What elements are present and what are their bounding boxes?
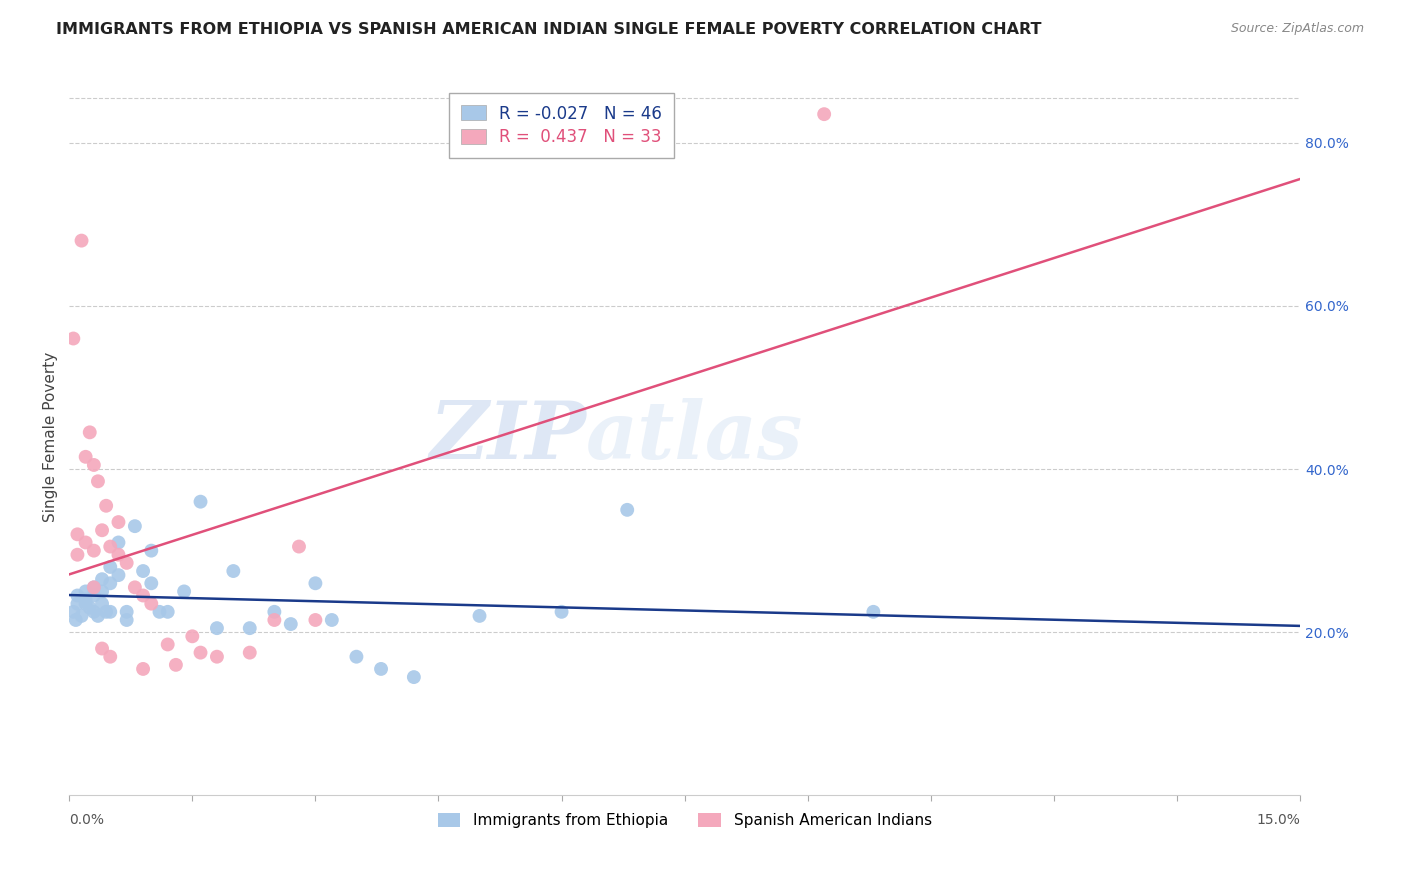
- Point: [91, 584, 114, 599]
- Point: [132, 662, 155, 676]
- Point: [402, 670, 425, 684]
- Point: [346, 649, 368, 664]
- Point: [304, 576, 326, 591]
- Point: [115, 613, 138, 627]
- Text: IMMIGRANTS FROM ETHIOPIA VS SPANISH AMERICAN INDIAN SINGLE FEMALE POVERTY CORREL: IMMIGRANTS FROM ETHIOPIA VS SPANISH AMER…: [56, 22, 1042, 37]
- Point: [66, 527, 89, 541]
- Point: [124, 519, 146, 533]
- Point: [91, 572, 114, 586]
- Point: [75, 597, 97, 611]
- Point: [62, 332, 84, 346]
- Point: [87, 608, 110, 623]
- Point: [148, 605, 170, 619]
- Text: ZIP: ZIP: [429, 398, 586, 475]
- Point: [862, 605, 884, 619]
- Point: [70, 234, 93, 248]
- Point: [190, 494, 212, 508]
- Point: [66, 548, 89, 562]
- Point: [141, 597, 163, 611]
- Point: [79, 600, 101, 615]
- Point: [83, 605, 105, 619]
- Point: [98, 540, 121, 554]
- Point: [813, 107, 835, 121]
- Point: [83, 580, 105, 594]
- Y-axis label: Single Female Poverty: Single Female Poverty: [44, 351, 58, 522]
- Point: [304, 613, 326, 627]
- Point: [96, 605, 118, 619]
- Point: [468, 608, 491, 623]
- Point: [66, 597, 89, 611]
- Point: [75, 592, 97, 607]
- Point: [75, 450, 97, 464]
- Point: [83, 589, 105, 603]
- Point: [107, 548, 129, 562]
- Point: [83, 543, 105, 558]
- Point: [107, 515, 129, 529]
- Legend: Immigrants from Ethiopia, Spanish American Indians: Immigrants from Ethiopia, Spanish Americ…: [432, 807, 938, 834]
- Point: [165, 657, 187, 672]
- Point: [107, 535, 129, 549]
- Point: [181, 629, 204, 643]
- Point: [96, 499, 118, 513]
- Point: [132, 589, 155, 603]
- Point: [115, 556, 138, 570]
- Point: [156, 605, 179, 619]
- Point: [87, 475, 110, 489]
- Point: [98, 576, 121, 591]
- Point: [141, 576, 163, 591]
- Point: [370, 662, 392, 676]
- Text: 0.0%: 0.0%: [69, 814, 104, 828]
- Point: [239, 621, 262, 635]
- Point: [263, 613, 285, 627]
- Point: [91, 597, 114, 611]
- Point: [65, 613, 87, 627]
- Point: [263, 605, 285, 619]
- Point: [205, 649, 228, 664]
- Point: [98, 649, 121, 664]
- Point: [288, 540, 311, 554]
- Point: [616, 503, 638, 517]
- Point: [190, 646, 212, 660]
- Point: [321, 613, 343, 627]
- Point: [98, 560, 121, 574]
- Point: [75, 584, 97, 599]
- Point: [107, 568, 129, 582]
- Point: [222, 564, 245, 578]
- Point: [156, 637, 179, 651]
- Point: [75, 535, 97, 549]
- Point: [91, 641, 114, 656]
- Point: [173, 584, 195, 599]
- Text: 15.0%: 15.0%: [1256, 814, 1301, 828]
- Point: [62, 605, 84, 619]
- Point: [124, 580, 146, 594]
- Point: [79, 425, 101, 440]
- Point: [66, 589, 89, 603]
- Point: [83, 458, 105, 472]
- Point: [91, 523, 114, 537]
- Point: [132, 564, 155, 578]
- Point: [205, 621, 228, 635]
- Text: atlas: atlas: [586, 398, 804, 475]
- Text: Source: ZipAtlas.com: Source: ZipAtlas.com: [1230, 22, 1364, 36]
- Point: [115, 605, 138, 619]
- Point: [98, 605, 121, 619]
- Point: [239, 646, 262, 660]
- Point: [141, 543, 163, 558]
- Point: [83, 580, 105, 594]
- Point: [550, 605, 572, 619]
- Point: [70, 608, 93, 623]
- Point: [280, 617, 302, 632]
